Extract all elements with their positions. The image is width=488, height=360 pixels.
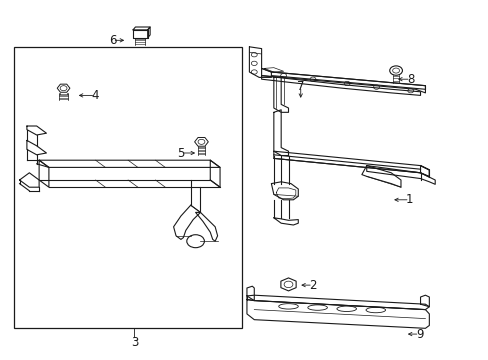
Text: 1: 1 bbox=[405, 193, 413, 206]
Ellipse shape bbox=[307, 305, 326, 310]
Text: 3: 3 bbox=[130, 336, 138, 349]
Text: 5: 5 bbox=[177, 147, 184, 159]
Text: 4: 4 bbox=[91, 89, 99, 102]
Ellipse shape bbox=[278, 304, 298, 309]
Text: 7: 7 bbox=[296, 80, 304, 93]
Ellipse shape bbox=[365, 307, 385, 313]
Text: 6: 6 bbox=[108, 34, 116, 47]
Text: 9: 9 bbox=[415, 328, 423, 341]
Text: 2: 2 bbox=[308, 279, 316, 292]
Bar bbox=[14, 47, 242, 328]
Ellipse shape bbox=[336, 306, 356, 311]
Text: 8: 8 bbox=[406, 73, 414, 86]
